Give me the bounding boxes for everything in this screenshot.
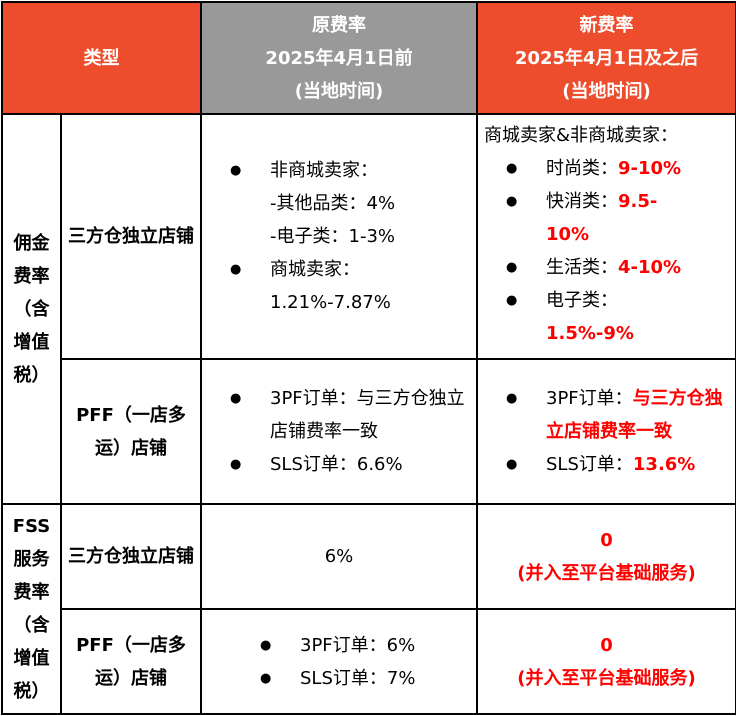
- new-rate-cell: 0 (并入至平台基础服务): [476, 503, 736, 610]
- subtype-label: 三方仓独立店铺: [60, 503, 202, 610]
- list-item: 3PF订单：6%: [238, 629, 470, 662]
- new-value: 0: [600, 634, 613, 656]
- item-text: -其他品类：4%: [270, 193, 396, 214]
- item-key: 快消类：: [546, 191, 618, 212]
- new-date: 2025年4月1日及之后: [514, 47, 699, 69]
- header-type: 类型: [1, 1, 202, 115]
- header-new-rate: 新费率 2025年4月1日及之后 (当地时间): [476, 1, 736, 115]
- new-value: 0: [600, 529, 613, 551]
- commission-label: 佣金费率（含增值税）: [1, 113, 62, 505]
- header-row: 类型 原费率 2025年4月1日前 (当地时间) 新费率 2025年4月1日及之后 (当…: [1, 1, 736, 115]
- new-note: (并入至平台基础服务): [517, 667, 696, 689]
- old-rate-cell: 非商城卖家： -其他品类：4% -电子类：1-3% 商城卖家： 1.21%-7.87%: [200, 113, 478, 360]
- list-item: 电子类： 1.5%-9%: [484, 284, 729, 350]
- item-text: 1.21%-7.87%: [270, 292, 391, 313]
- item-value: 9-10%: [618, 158, 682, 179]
- list-item: 3PF订单：与三方仓独立店铺费率一致: [484, 382, 729, 448]
- list-item: SLS订单：7%: [238, 662, 470, 695]
- item-key: 3PF订单：: [546, 388, 633, 409]
- old-rate-cell: 3PF订单：6% SLS订单：7%: [200, 608, 478, 715]
- new-note: (并入至平台基础服务): [517, 562, 696, 584]
- item-text: 商城卖家：: [270, 259, 360, 280]
- list-item: SLS订单：13.6%: [484, 448, 729, 481]
- list-item: 时尚类：9-10%: [484, 152, 729, 185]
- item-text: 非商城卖家：: [270, 160, 378, 181]
- item-key: SLS订单：: [546, 454, 633, 475]
- old-title: 原费率: [312, 14, 366, 36]
- item-value: 与三方仓独立店铺费率一致: [546, 388, 723, 442]
- intro-text: 商城卖家&非商城卖家：: [484, 125, 679, 146]
- old-date: 2025年4月1日前: [265, 47, 413, 69]
- old-tz: (当地时间): [294, 80, 384, 102]
- list-item: 非商城卖家： -其他品类：4% -电子类：1-3%: [208, 154, 470, 253]
- fss-label: FSS服务费率（含增值税）: [1, 503, 62, 715]
- list-item: 生活类：4-10%: [484, 251, 729, 284]
- subtype-label: PFF（一店多运）店铺: [60, 358, 202, 505]
- old-rate-cell: 6%: [200, 503, 478, 610]
- new-title: 新费率: [579, 14, 634, 36]
- item-value: 1.5%-9%: [546, 323, 634, 344]
- new-rate-cell: 3PF订单：与三方仓独立店铺费率一致 SLS订单：13.6%: [476, 358, 736, 505]
- new-tz: (当地时间): [562, 80, 651, 102]
- subtype-label: PFF（一店多运）店铺: [60, 608, 202, 715]
- item-value: 9.5-10%: [546, 191, 658, 245]
- old-rate-cell: 3PF订单：与三方仓独立店铺费率一致 SLS订单：6.6%: [200, 358, 478, 505]
- list-item: 3PF订单：与三方仓独立店铺费率一致: [208, 382, 470, 448]
- item-key: 生活类：: [546, 257, 618, 278]
- table-row: FSS服务费率（含增值税） 三方仓独立店铺 6% 0 (并入至平台基础服务): [1, 503, 736, 715]
- item-key: 时尚类：: [546, 158, 618, 179]
- item-key: 电子类：: [546, 290, 618, 311]
- table-row: PFF（一店多运）店铺 3PF订单：与三方仓独立店铺费率一致 SLS订单：6.6…: [2, 358, 736, 505]
- list-item: 商城卖家： 1.21%-7.87%: [208, 253, 470, 319]
- new-rate-cell: 商城卖家&非商城卖家： 时尚类：9-10% 快消类：9.5-10% 生活类：4-…: [476, 113, 736, 360]
- item-text: -电子类：1-3%: [270, 226, 395, 247]
- table-row: PFF（一店多运）店铺 3PF订单：6% SLS订单：7% 0 (并入至平台基础服…: [2, 608, 736, 715]
- list-item: SLS订单：6.6%: [208, 448, 470, 481]
- new-rate-cell: 0 (并入至平台基础服务): [476, 608, 736, 715]
- list-item: 快消类：9.5-10%: [484, 185, 729, 251]
- item-value: 4-10%: [618, 257, 682, 278]
- item-value: 13.6%: [632, 454, 696, 475]
- table-row: 佣金费率（含增值税） 三方仓独立店铺 非商城卖家： -其他品类：4% -电子类：1-…: [1, 113, 736, 505]
- header-old-rate: 原费率 2025年4月1日前 (当地时间): [200, 1, 478, 115]
- subtype-label: 三方仓独立店铺: [60, 113, 202, 360]
